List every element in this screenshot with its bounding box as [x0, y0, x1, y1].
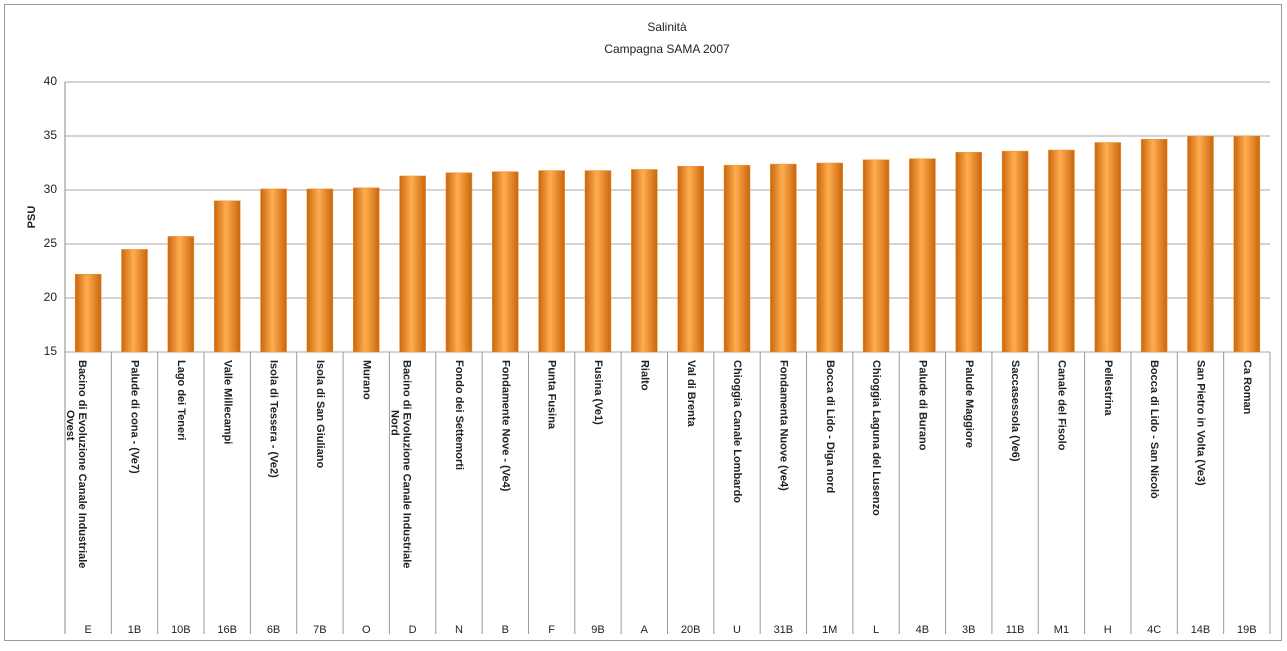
x-tick-label: Palude Maggiore: [963, 360, 975, 448]
category-code: U: [733, 624, 741, 636]
bar: [816, 162, 843, 353]
category-code: 4C: [1147, 624, 1161, 636]
category-code: 20B: [681, 624, 701, 636]
x-tick-label: Punta Fusina: [546, 360, 558, 430]
bar: [74, 273, 102, 353]
x-tick-label: Fusina (Ve1): [592, 360, 604, 425]
x-tick-label: Isola di Tessera - (Ve2): [268, 360, 280, 478]
category-code: H: [1104, 624, 1112, 636]
bar: [723, 164, 751, 353]
category-code: E: [85, 624, 92, 636]
bar: [1048, 149, 1075, 353]
x-tick-label: Pellestrina: [1102, 360, 1114, 417]
x-tick-label: Bocca di Lido - Diga nord: [824, 360, 836, 493]
chart-title: Salinità: [647, 20, 687, 34]
x-tick-label: Chioggia Laguna del Lusenzo: [870, 360, 882, 516]
category-code: O: [362, 624, 371, 636]
category-code: 6B: [267, 624, 280, 636]
x-tick-label: Palude di cona - (Ve7): [129, 360, 141, 474]
x-tick-label: Canale del Fisolo: [1056, 360, 1068, 451]
bar: [353, 187, 380, 353]
bar: [631, 169, 658, 353]
bar: [492, 171, 519, 353]
bar: [445, 172, 473, 353]
bar: [213, 200, 241, 353]
category-code: 4B: [916, 624, 929, 636]
category-code: A: [641, 624, 649, 636]
x-tick-label: Isola di San Giuliano: [314, 360, 326, 468]
category-code: L: [873, 624, 879, 636]
y-tick-label: 30: [44, 182, 58, 196]
x-tick-label: Saccasessola (Ve6): [1009, 360, 1021, 462]
category-code: 3B: [962, 624, 975, 636]
y-tick-label: 35: [44, 128, 58, 142]
bar: [1233, 135, 1261, 353]
x-tick-label: Chioggia Canale Lombardo: [731, 360, 743, 503]
x-tick-label: Val di Brenta: [685, 360, 697, 428]
bar: [167, 236, 195, 353]
bar: [1094, 142, 1122, 353]
category-code: 14B: [1191, 624, 1211, 636]
category-code: 1M: [822, 624, 837, 636]
y-tick-label: 20: [44, 290, 58, 304]
x-tick-label: Fondo dei Settemorti: [453, 360, 465, 470]
category-code: 19B: [1237, 624, 1257, 636]
bar: [677, 165, 704, 353]
bar: [862, 159, 890, 353]
bar: [1001, 150, 1029, 353]
category-code: 16B: [217, 624, 237, 636]
x-tick-label: Fondamente Nove - (Ve4): [499, 360, 511, 492]
category-code: 11B: [1006, 624, 1025, 636]
x-tick-label: Bocca di Lido - San Nicolò: [1148, 360, 1160, 499]
category-code: 10B: [171, 624, 191, 636]
bar: [909, 158, 936, 353]
bar: [770, 163, 797, 353]
category-code: 7B: [313, 624, 326, 636]
bar: [1187, 135, 1214, 353]
bar: [584, 170, 612, 353]
x-tick-label: Ca Roman: [1241, 360, 1253, 415]
bar: [538, 170, 565, 353]
x-tick-label: Rialto: [638, 360, 650, 391]
category-code: N: [455, 624, 463, 636]
category-code: D: [409, 624, 417, 636]
x-tick-label: Fondamenta Nuove (ve4): [777, 360, 789, 491]
x-tick-label: Lago dei Teneri: [175, 360, 187, 440]
y-axis-label: PSU: [26, 206, 38, 229]
chart-subtitle: Campagna SAMA 2007: [604, 42, 730, 56]
x-tick-label: Palude di Burano: [916, 360, 928, 451]
bar: [121, 249, 148, 353]
category-code: M1: [1054, 624, 1069, 636]
bar: [260, 188, 287, 353]
category-code: 9B: [591, 624, 604, 636]
y-tick-label: 40: [44, 74, 58, 88]
x-tick-label: San Pietro in Volta (Ve3): [1195, 360, 1207, 486]
category-code: 31B: [774, 624, 794, 636]
category-code: B: [502, 624, 509, 636]
bar: [306, 188, 334, 353]
y-tick-label: 25: [44, 236, 58, 250]
x-tick-label: Bacino di Evoluzione Canale IndustrialeO…: [64, 360, 88, 568]
x-tick-label: Murano: [360, 360, 372, 400]
bar: [399, 175, 426, 353]
x-tick-label: Valle Millecampi: [221, 360, 233, 444]
bar: [955, 151, 982, 353]
bar: [1140, 138, 1168, 353]
category-code: F: [548, 624, 555, 636]
y-tick-label: 15: [44, 344, 58, 358]
x-tick-label: Bacino di Evoluzione Canale IndustrialeN…: [389, 360, 413, 568]
category-code: 1B: [128, 624, 141, 636]
